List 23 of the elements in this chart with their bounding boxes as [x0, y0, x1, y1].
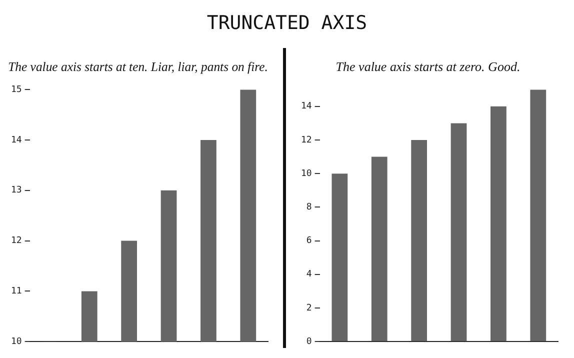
y-tick-label: 8: [306, 202, 312, 213]
bar: [371, 156, 388, 342]
y-tick-label: 10: [300, 168, 312, 179]
y-tick-label: 4: [306, 270, 312, 280]
bar: [411, 140, 428, 342]
chart-subtitle: The value axis starts at zero. Good.: [336, 59, 520, 74]
chart-title: TRUNCATED AXIS: [206, 12, 368, 34]
y-tick-label: 2: [306, 303, 312, 314]
y-tick-label: 0: [306, 336, 312, 347]
y-tick-label: 12: [300, 135, 312, 146]
y-tick-label: 10: [10, 336, 22, 347]
bar: [490, 106, 506, 342]
y-tick-label: 14: [10, 135, 22, 146]
chart-subtitle: The value axis starts at ten. Liar, liar, pants on fire.: [8, 60, 268, 74]
bar: [530, 90, 546, 342]
bar: [332, 174, 348, 342]
y-tick-label: 15: [10, 84, 22, 95]
y-tick-label: 13: [10, 186, 22, 196]
y-tick-label: 12: [10, 236, 22, 246]
y-tick-label: 11: [10, 286, 22, 297]
y-tick-label: 6: [306, 236, 312, 246]
y-tick-label: 14: [300, 102, 312, 112]
bar: [450, 123, 467, 342]
